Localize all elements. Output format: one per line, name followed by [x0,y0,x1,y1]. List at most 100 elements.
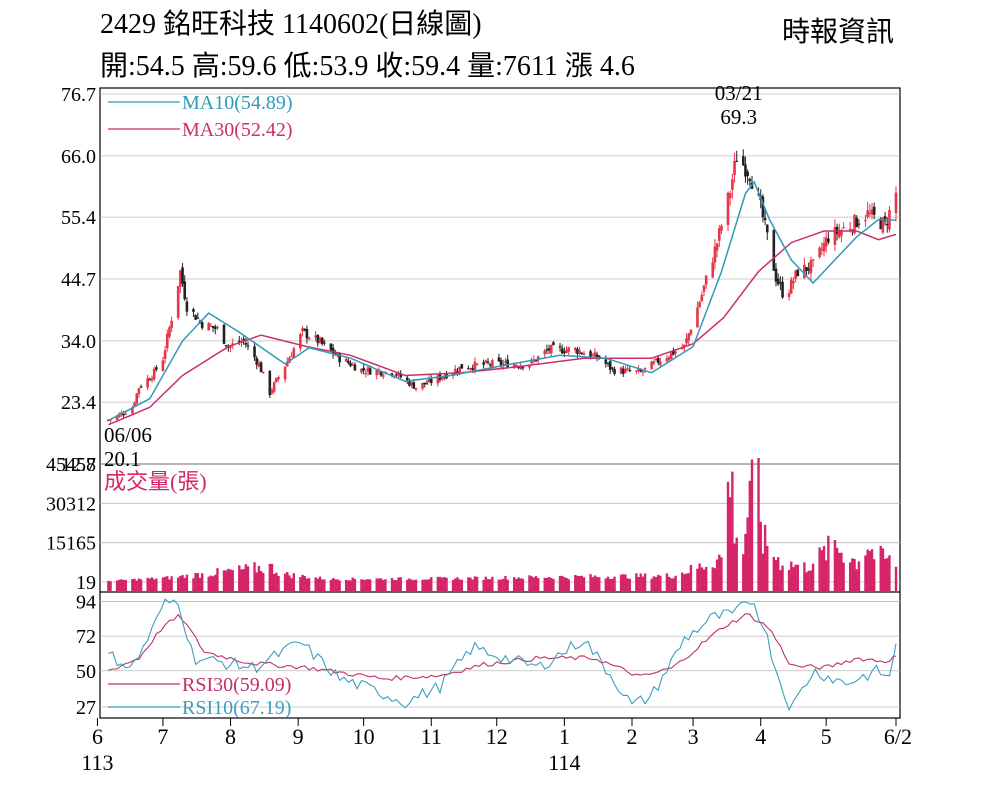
candle-body [637,368,640,372]
candle-body [497,357,501,362]
volume-bar [763,524,767,592]
candle-body [405,377,409,381]
volume-bar [408,578,411,592]
candle-body [353,364,357,371]
candle-body [641,371,645,373]
legend-ma30-label: MA30(52.42) [182,119,293,141]
candle-body [835,226,839,234]
candle-body [761,196,765,218]
candle-body [606,362,610,365]
candle-body [351,364,355,366]
volume-bar [414,579,418,592]
volume-bar [425,579,429,592]
candle-body [244,342,248,345]
volume-bar [421,579,424,592]
volume-bar [166,576,169,592]
candle-body [611,367,614,369]
volume-bar [427,579,431,592]
volume-bar [460,579,464,592]
volume-bar [491,576,494,592]
volume-bar [259,570,263,592]
candle-body [674,351,677,354]
volume-bar [565,577,568,592]
volume-bar [881,548,885,592]
volume-bar [622,574,625,592]
volume-bar [329,580,333,592]
volume-bar [253,562,256,592]
volume-bar [436,576,440,592]
x-tick-label: 6/2 [884,724,912,749]
candle-body [683,344,686,348]
candle-body [408,380,411,386]
candle-body [131,407,134,414]
candle-body [805,267,808,271]
volume-bar [857,561,861,592]
volume-bar [591,577,594,592]
low-date-label: 06/06 [104,423,152,447]
volume-bar [639,573,642,592]
candle-body [702,285,706,292]
volume-bar [246,566,250,592]
legend-rsi30-label: RSI30(59.09) [182,674,291,696]
volume-bar [124,579,128,592]
x-tick-label: 5 [821,724,832,749]
candle-body [272,382,276,392]
volume-bar [731,471,734,592]
candle-body [547,348,551,351]
candle-body [628,369,632,372]
candle-body [868,212,872,214]
volume-bar [733,543,736,592]
candle-body [857,223,861,225]
volume-bar [776,557,780,592]
volume-bar [883,558,887,592]
volume-bar [608,578,612,592]
volume-bar [750,459,754,592]
volume-bar [792,567,795,592]
candle-body [792,281,795,284]
volume-bar [406,579,409,592]
volume-bar [240,569,243,592]
candle-body [879,218,883,230]
candle-body [715,243,719,251]
volume-bar [277,575,280,592]
volume-bar [395,580,398,592]
volume-bar [412,580,416,592]
candle-body [842,227,845,229]
candle-body [135,393,139,404]
volume-bar [255,572,258,592]
year-label: 114 [548,750,580,775]
volume-bar [122,579,125,592]
volume-title: 成交量(張) [104,469,207,494]
candle-body [242,338,245,341]
volume-bar [137,578,141,592]
candle-body [285,361,289,367]
candle-body [155,367,158,370]
volume-tick-label: 45458 [46,454,96,476]
candle-body [499,360,503,366]
candle-body [475,363,479,365]
ma30-line [108,230,897,426]
volume-bar [336,579,339,592]
volume-bar [176,577,180,592]
volume-bar [543,577,546,592]
candle-body [299,333,302,349]
volume-bar [161,577,165,592]
volume-bar [696,568,699,592]
candle-body [423,382,427,385]
volume-bar [349,580,352,592]
volume-bar [227,568,230,592]
ma10-line [108,180,897,422]
candle-body [163,350,167,359]
volume-bar [307,578,311,592]
candle-body [290,356,293,358]
candle-body [320,337,324,344]
candle-body [512,364,516,369]
price-tick-label: 12.7 [61,454,96,476]
candle-body [696,307,699,328]
volume-bar [606,576,610,592]
candle-body [589,351,592,358]
volume-bar [576,575,579,592]
candle-body [866,210,869,217]
candle-body [872,206,876,215]
candle-body [558,346,562,348]
